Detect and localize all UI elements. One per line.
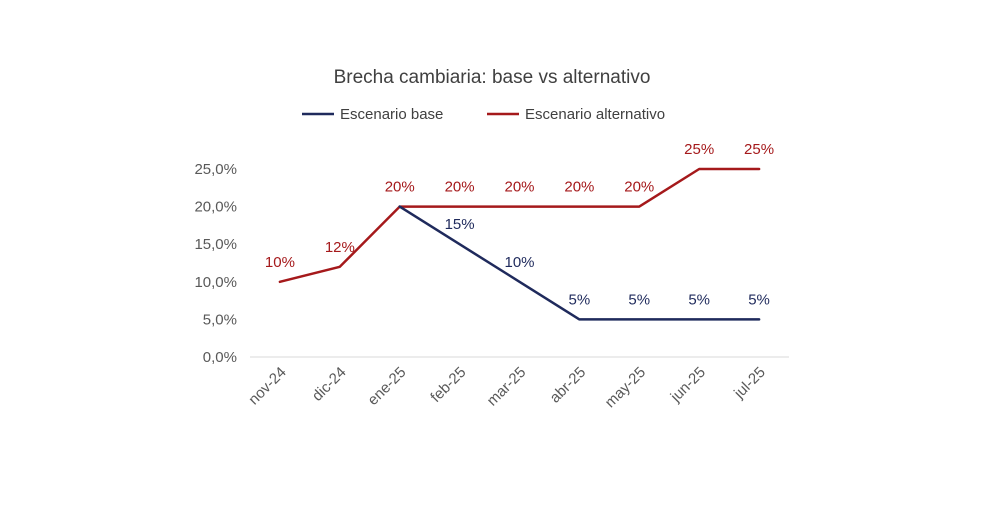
y-tick-label: 15,0% [194, 236, 237, 253]
y-tick-label: 0,0% [203, 349, 237, 366]
data-label-alternativo: 25% [684, 141, 714, 158]
data-label-alternativo: 20% [445, 179, 475, 196]
x-axis-ticks: nov-24 dic-24 ene-25 feb-25 mar-25 abr-25 may-… [245, 364, 769, 411]
y-tick-label: 10,0% [194, 274, 237, 291]
data-label-base: 5% [569, 291, 591, 308]
data-label-alternativo: 20% [564, 179, 594, 196]
legend: Escenario base Escenario alternativo [302, 106, 665, 123]
data-labels: 15% 10% 5% 5% 5% 5% 10% 12% 20% 20% 20% 20% 20% 25% 25… [265, 141, 774, 308]
data-label-base: 5% [748, 291, 770, 308]
data-label-base: 10% [504, 254, 534, 271]
data-label-base: 5% [688, 291, 710, 308]
data-label-alternativo: 20% [385, 179, 415, 196]
data-label-base: 15% [445, 216, 475, 233]
series-lines [278, 167, 761, 321]
data-label-base: 5% [628, 291, 650, 308]
legend-label-alternativo: Escenario alternativo [525, 106, 665, 123]
series-line-alternativo [278, 167, 761, 284]
y-tick-label: 25,0% [194, 161, 237, 178]
y-axis-ticks: 0,0% 5,0% 10,0% 15,0% 20,0% 25,0% [194, 161, 237, 366]
series-line-base [398, 205, 761, 321]
data-label-alternativo: 25% [744, 141, 774, 158]
data-label-alternativo: 20% [624, 179, 654, 196]
chart-title: Brecha cambiaria: base vs alternativo [334, 67, 651, 88]
y-tick-label: 20,0% [194, 199, 237, 216]
y-tick-label: 5,0% [203, 311, 237, 328]
x-tick-label: jun-25 [667, 364, 709, 406]
x-tick-label: abr-25 [547, 364, 590, 407]
data-label-alternativo: 12% [325, 239, 355, 256]
data-label-alternativo: 20% [504, 179, 534, 196]
x-tick-label: feb-25 [427, 364, 469, 406]
x-tick-label: dic-24 [309, 364, 350, 405]
legend-label-base: Escenario base [340, 106, 443, 123]
x-tick-label: nov-24 [245, 364, 289, 408]
x-tick-label: mar-25 [484, 364, 530, 410]
data-label-alternativo: 10% [265, 254, 295, 271]
x-tick-label: may-25 [602, 364, 649, 411]
x-tick-label: ene-25 [364, 364, 409, 409]
x-tick-label: jul-25 [730, 364, 769, 403]
